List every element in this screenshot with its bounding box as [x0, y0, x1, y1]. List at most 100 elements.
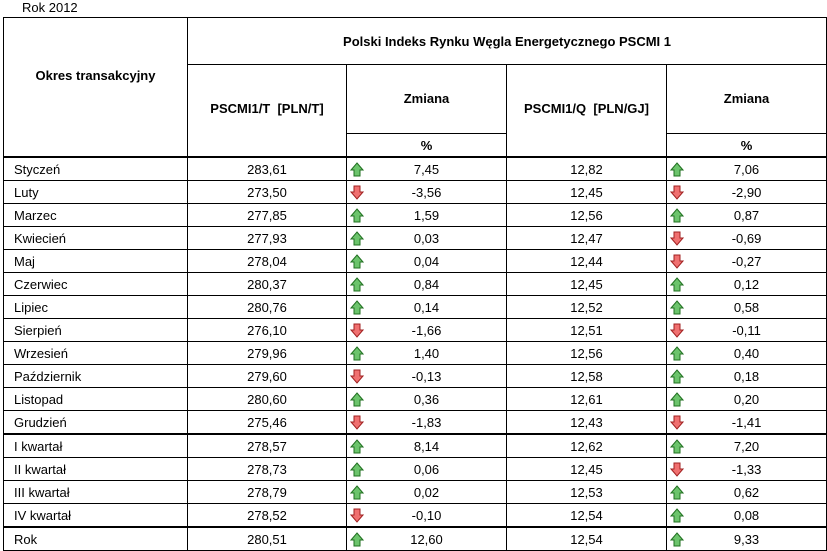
t-header: PSCMI1/T [PLN/T]: [187, 64, 347, 158]
q-value: 12,82: [570, 161, 603, 177]
row: Styczeń 283,61 7,45 12,82 7,06: [3, 156, 827, 181]
t-change: -1,83: [411, 414, 442, 430]
q-value: 12,45: [570, 276, 603, 292]
t-change: 1,59: [413, 207, 440, 223]
q-change: 7,20: [733, 438, 760, 454]
arrow-up: [350, 300, 364, 315]
arrow-up: [350, 439, 364, 454]
t-change: -1,66: [411, 322, 442, 338]
cell: -0,10: [346, 503, 507, 528]
q-value: 12,58: [570, 368, 603, 384]
q-value: 12,54: [570, 507, 603, 523]
q-change: -1,33: [731, 461, 762, 477]
t-value: 277,85: [247, 207, 287, 223]
cell: -0,69: [665, 226, 827, 250]
arrow-down: [670, 415, 684, 430]
cell: 0,14: [346, 295, 507, 319]
caption: Rok 2012: [22, 0, 78, 15]
arrow-up: [350, 462, 364, 477]
row: Kwiecień 277,93 0,03 12,47 -0,69: [3, 226, 827, 250]
period: Sierpień: [14, 322, 62, 338]
cell: Wrzesień: [3, 341, 188, 365]
row: Wrzesień 279,96 1,40 12,56 0,40: [3, 341, 827, 365]
t-change: 0,03: [413, 230, 440, 246]
t-value: 279,60: [247, 368, 287, 384]
q-value: 12,45: [570, 461, 603, 477]
cell: -1,33: [665, 457, 827, 481]
row: Marzec 277,85 1,59 12,56 0,87: [3, 203, 827, 227]
q-change: -1,41: [731, 414, 762, 430]
q-value: 12,61: [570, 391, 603, 407]
q-value: 12,44: [570, 253, 603, 269]
cell: Lipiec: [3, 295, 188, 319]
cell: 283,61: [187, 156, 347, 181]
t-change: 1,40: [413, 345, 440, 361]
t-value: 278,52: [247, 507, 287, 523]
row: Luty 273,50 -3,56 12,45 -2,90: [3, 180, 827, 204]
arrow-up: [350, 392, 364, 407]
t-change: 0,06: [413, 461, 440, 477]
cell: Listopad: [3, 387, 188, 411]
arrow-down: [350, 415, 364, 430]
cell: 12,45: [506, 180, 667, 204]
q-change-header: Zmiana: [665, 64, 827, 134]
q-change: -0,11: [732, 322, 761, 338]
arrow-up: [670, 532, 684, 547]
arrow-up: [350, 162, 364, 177]
cell: I kwartał: [3, 433, 188, 458]
q-change: -2,90: [731, 184, 762, 200]
row: II kwartał 278,73 0,06 12,45 -1,33: [3, 457, 827, 481]
arrow-down: [670, 185, 684, 200]
t-change: 0,04: [413, 253, 440, 269]
q-change: 0,20: [733, 391, 760, 407]
cell: 0,02: [346, 480, 507, 504]
arrow-down: [670, 231, 684, 246]
q-value: 12,52: [570, 299, 603, 315]
period: Marzec: [14, 207, 57, 223]
cell: 280,37: [187, 272, 347, 296]
period: Maj: [14, 253, 35, 269]
t-change: -0,10: [411, 507, 442, 523]
t-value: 275,46: [247, 414, 287, 430]
q-header: PSCMI1/Q [PLN/GJ]: [506, 64, 667, 158]
cell: 278,52: [187, 503, 347, 528]
cell: 7,20: [665, 433, 827, 458]
t-unit: %: [346, 133, 507, 158]
cell: 278,04: [187, 249, 347, 273]
cell: II kwartał: [3, 457, 188, 481]
q-value: 12,53: [570, 484, 603, 500]
cell: 12,82: [506, 156, 667, 181]
t-change: -3,56: [411, 184, 442, 200]
period-header: Okres transakcyjny: [3, 17, 188, 158]
q-value: 12,62: [570, 438, 603, 454]
t-value: 283,61: [247, 161, 287, 177]
cell: -1,41: [665, 410, 827, 435]
t-change: 0,14: [413, 299, 440, 315]
arrow-up: [350, 532, 364, 547]
cell: -2,90: [665, 180, 827, 204]
period: Luty: [14, 184, 39, 200]
t-value: 278,04: [247, 253, 287, 269]
arrow-down: [670, 462, 684, 477]
t-value: 279,96: [247, 345, 287, 361]
arrow-up: [670, 208, 684, 223]
cell: 12,51: [506, 318, 667, 342]
q-value: 12,47: [570, 230, 603, 246]
q-change: -0,27: [731, 253, 762, 269]
q-change: 0,08: [733, 507, 760, 523]
cell: 7,45: [346, 156, 507, 181]
cell: 276,10: [187, 318, 347, 342]
cell: -0,11: [665, 318, 827, 342]
t-value: 278,73: [247, 461, 287, 477]
cell: 277,93: [187, 226, 347, 250]
cell: 280,51: [187, 526, 347, 551]
cell: Kwiecień: [3, 226, 188, 250]
cell: 0,87: [665, 203, 827, 227]
arrow-up: [670, 162, 684, 177]
q-value: 12,43: [570, 414, 603, 430]
row: IV kwartał 278,52 -0,10 12,54 0,08: [3, 503, 827, 528]
t-value: 276,10: [247, 322, 287, 338]
arrow-up: [670, 392, 684, 407]
cell: Luty: [3, 180, 188, 204]
cell: 0,18: [665, 364, 827, 388]
